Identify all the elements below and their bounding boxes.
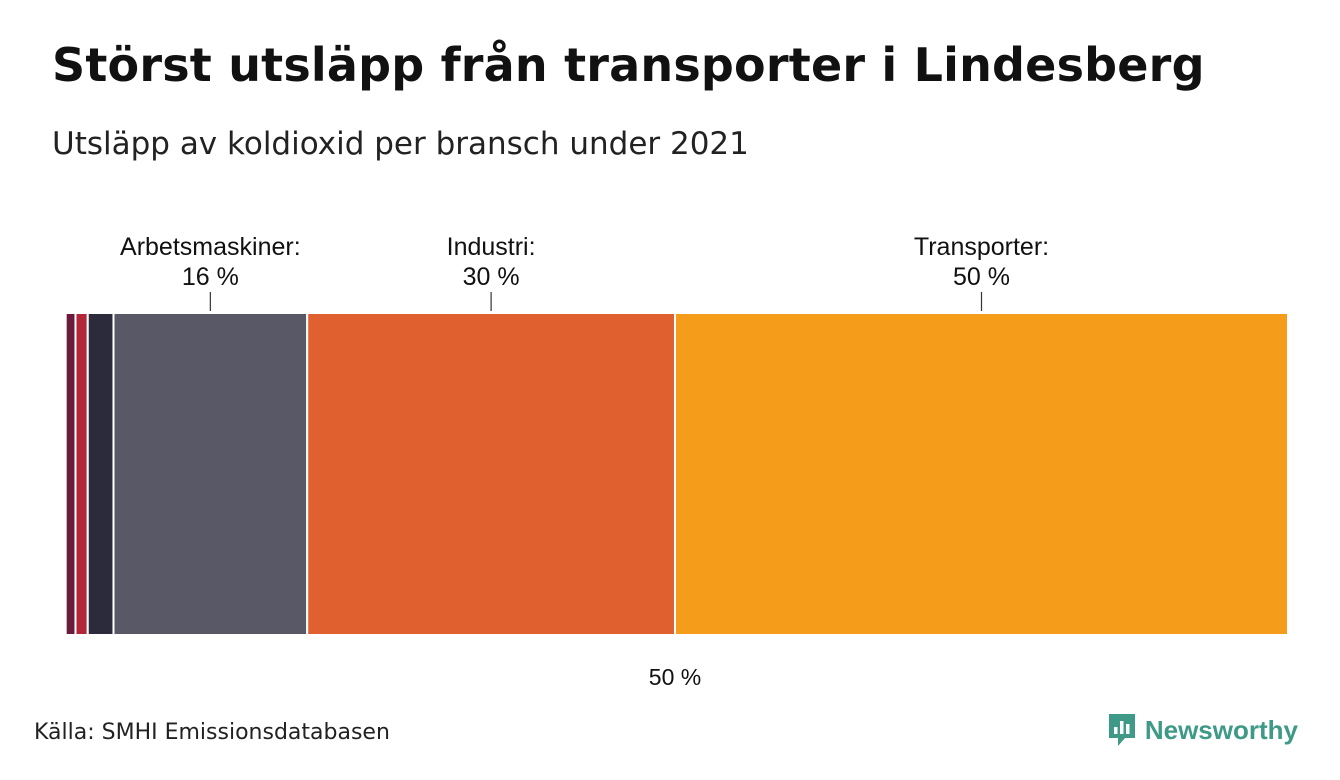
segment-label-7: Transporter:	[914, 233, 1049, 261]
bar-segment-4	[86, 312, 115, 636]
stacked-bar-chart: Arbetsmaskiner:16 % Industri:30 % Transpor…	[61, 233, 1289, 690]
bar-segments	[61, 312, 1289, 636]
bar-segment-2	[64, 312, 77, 636]
chart-title: Störst utsläpp från transporter i Lindes…	[52, 38, 1205, 92]
logo-text: Newsworthy	[1144, 714, 1298, 745]
bar-segment-6	[306, 312, 676, 636]
segment-value-label-5: 16 %	[182, 263, 239, 291]
segment-label-5: Arbetsmaskiner:	[120, 233, 301, 261]
source-note: Källa: SMHI Emissionsdatabasen	[34, 720, 390, 745]
newsworthy-logo: Newsworthy	[1107, 712, 1298, 748]
midline-label: 50 %	[649, 664, 701, 690]
bar-segment-7	[674, 312, 1289, 636]
newsworthy-logo-icon	[1108, 714, 1135, 746]
segment-value-label-6: 30 %	[463, 263, 520, 291]
segment-value-label-7: 50 %	[953, 263, 1010, 291]
segment-labels: Arbetsmaskiner:16 % Industri:30 % Transpor…	[120, 233, 1049, 311]
bar-segment-5	[112, 312, 309, 636]
segment-label-6: Industri:	[447, 233, 536, 261]
chart-subtitle: Utsläpp av koldioxid per bransch under 2…	[52, 126, 749, 162]
bar-segment-3	[74, 312, 89, 636]
